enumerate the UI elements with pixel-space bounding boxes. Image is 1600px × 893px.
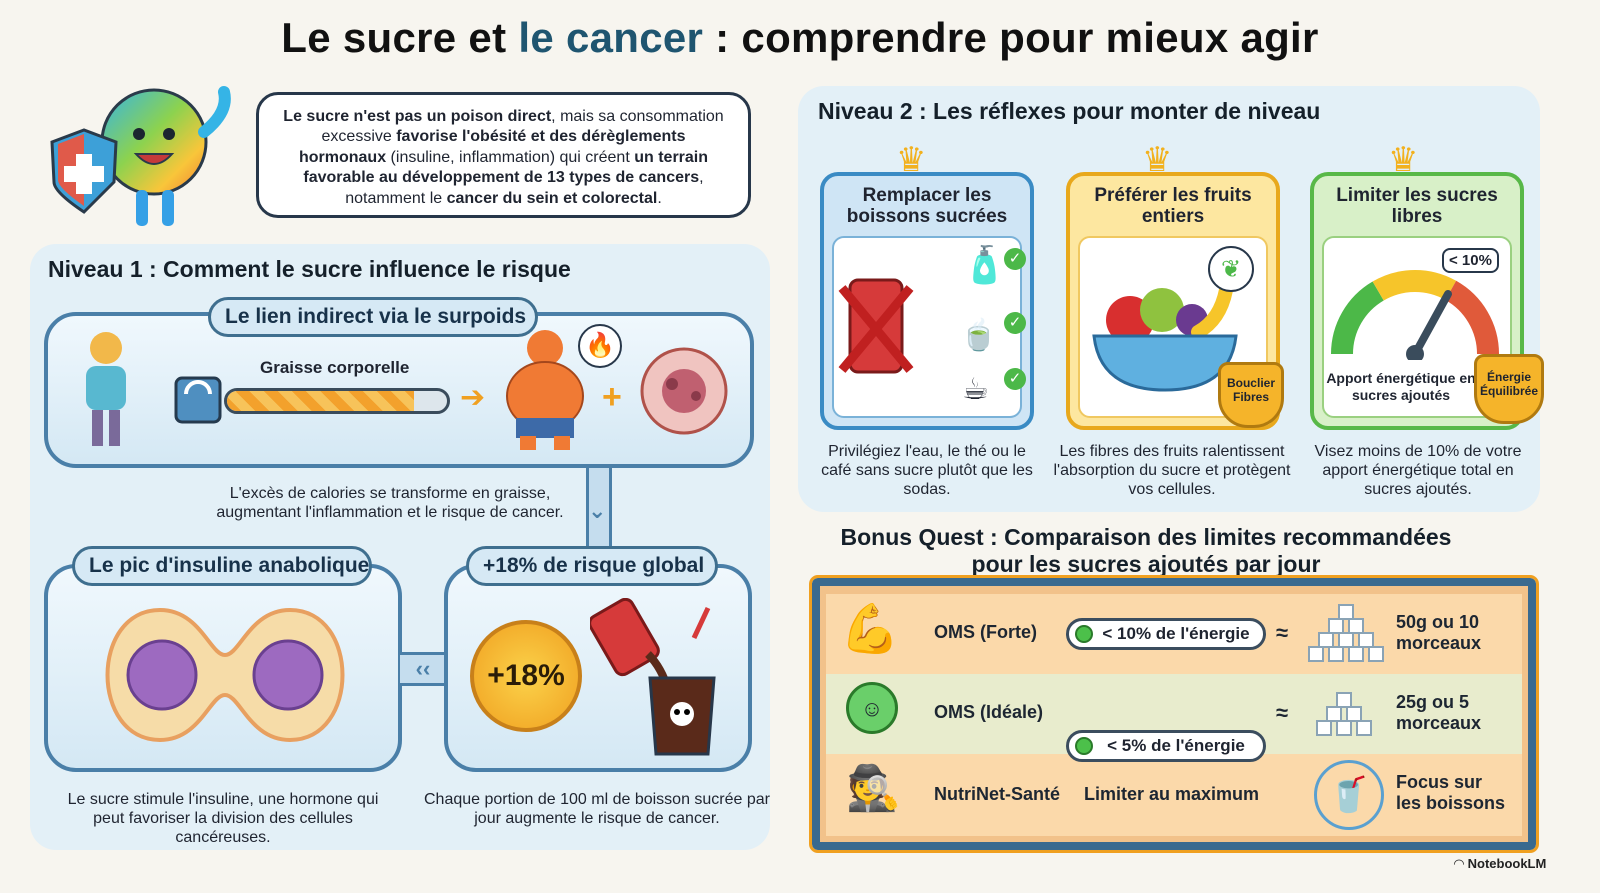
cancer-cell-icon — [640, 347, 728, 435]
page-title: Le sucre et le cancer : comprendre pour … — [281, 14, 1319, 61]
whole-fruits-caption: Les fibres des fruits ralentissent l'abs… — [1053, 443, 1291, 499]
intro-bubble: Le sucre n'est pas un poison direct, mai… — [256, 92, 751, 218]
detective-icon: 🕵 — [846, 764, 901, 813]
row-limit: Limiter au maximum — [1084, 784, 1260, 804]
overweight-person-icon — [506, 330, 584, 450]
level2-title: Niveau 2 : Les réflexes pour monter de n… — [818, 98, 1321, 124]
fruit-bowl-icon — [1092, 283, 1238, 392]
glass-icon: 🥤 — [1314, 760, 1384, 830]
approx-sign: ≈ — [1276, 620, 1289, 645]
global-risk-caption: Chaque portion de 100 ml de boisson sucr… — [424, 791, 770, 828]
global-risk-label: +18% de risque global — [466, 546, 718, 586]
row-amount: 25g ou 5 morceaux — [1396, 692, 1482, 734]
connector-arrow — [586, 468, 612, 548]
row-limit: < 5% de l'énergie — [1066, 730, 1266, 762]
mascot-icon — [50, 86, 231, 226]
brand-label: ◠ NotebookLM — [1454, 856, 1547, 871]
person-icon — [86, 332, 126, 446]
status-dot — [1075, 737, 1093, 755]
fat-bar-fill — [227, 391, 414, 411]
balanced-energy-badge: Énergie Équilibrée — [1474, 354, 1544, 424]
water-bottle-icon: 🧴 — [962, 244, 1007, 285]
fat-bar — [224, 388, 450, 414]
cell-division-icon — [105, 607, 345, 743]
replace-drinks-title: Remplacer les boissons sucrées — [846, 185, 1008, 227]
soda-pour-icon — [590, 598, 716, 756]
replace-drinks-art — [832, 236, 1022, 418]
gauge-icon — [1331, 270, 1499, 360]
limit-sugars-title: Limiter les sucres libres — [1336, 185, 1498, 227]
level1-title: Niveau 1 : Comment le sucre influence le… — [48, 256, 571, 282]
row-amount: Focus sur les boissons — [1396, 772, 1506, 814]
scale-icon — [174, 376, 222, 424]
fiber-shield-badge: Bouclier Fibres — [1218, 362, 1284, 428]
gauge-tag: < 10% — [1442, 248, 1499, 273]
crowned-mascot-icon: ☺ — [846, 682, 898, 734]
chevron-down-icon: ⌄ — [588, 498, 607, 523]
plus-icon: + — [602, 378, 622, 416]
crossed-soda-icon — [838, 278, 914, 374]
check-icon: ✓ — [1004, 248, 1026, 270]
sugar-cubes-icon — [1306, 604, 1386, 664]
row-name: OMS (Forte) — [934, 622, 1037, 642]
insulin-label: Le pic d'insuline anabolique — [72, 546, 372, 586]
risk-badge: +18% — [470, 620, 582, 732]
row-limit: < 10% de l'énergie — [1066, 618, 1266, 650]
row-amount: 50g ou 10 morceaux — [1396, 612, 1482, 654]
insulin-caption: Le sucre stimule l'insuline, une hormone… — [67, 791, 379, 847]
sugar-cubes-icon — [1312, 690, 1382, 738]
fat-bar-label: Graisse corporelle — [260, 358, 410, 377]
check-icon: ✓ — [1004, 368, 1026, 390]
bonus-title: Bonus Quest : Comparaison des limites re… — [840, 524, 1452, 577]
gauge-label: Apport énergétique en sucres ajoutés — [1326, 370, 1476, 403]
fire-icon: 🔥 — [578, 324, 622, 368]
row-name: NutriNet-Santé — [934, 784, 1061, 804]
arrow-right-icon: ➔ — [460, 381, 486, 414]
status-dot — [1075, 625, 1093, 643]
limit-sugars-caption: Visez moins de 10% de votre apport énerg… — [1314, 443, 1522, 499]
indirect-link-caption: L'excès de calories se transforme en gra… — [216, 485, 564, 522]
brand-icon: ◠ — [1454, 856, 1468, 871]
chevron-left-icon: ‹‹ — [400, 652, 446, 686]
coffee-cup-icon: ☕ — [962, 373, 989, 406]
whole-fruits-title: Préférer les fruits entiers — [1094, 185, 1252, 227]
check-icon: ✓ — [1004, 312, 1026, 334]
bonus-row — [826, 754, 1522, 836]
approx-sign: ≈ — [1276, 700, 1289, 725]
tea-cup-icon: 🍵 — [960, 319, 998, 352]
row-name: OMS (Idéale) — [934, 702, 1044, 722]
replace-drinks-caption: Privilégiez l'eau, le thé ou le café san… — [821, 443, 1033, 499]
strong-mascot-icon: 💪 — [840, 603, 900, 656]
indirect-link-label: Le lien indirect via le surpoids — [208, 297, 538, 337]
leaf-icon: ❦ — [1208, 246, 1254, 292]
